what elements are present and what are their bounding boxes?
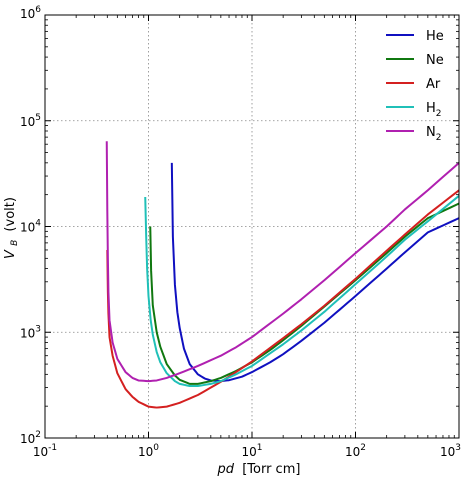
legend-label-n2: N2 — [426, 125, 441, 143]
y-tick-label: 104 — [20, 219, 41, 235]
y-axis-label: V B (volt) — [3, 197, 21, 259]
x-tick-label: 101 — [241, 443, 262, 459]
x-tick-label: 10-1 — [33, 443, 57, 459]
series-line-h2 — [144, 195, 460, 388]
x-tick-label-exponent: 0 — [153, 443, 159, 453]
y-tick-label-exponent: 5 — [35, 113, 41, 123]
y-tick-label: 103 — [20, 324, 41, 340]
y-tick-label: 102 — [20, 430, 41, 446]
legend-label-name: N — [426, 125, 436, 140]
legend-label-name: Ne — [426, 53, 444, 68]
y-tick-label: 105 — [20, 113, 41, 129]
y-tick-label-base: 10 — [20, 326, 35, 340]
x-tick-label-exponent: 1 — [257, 443, 263, 453]
y-tick-label-exponent: 2 — [35, 430, 41, 440]
x-axis-label: pd [Torr cm] — [217, 462, 301, 477]
legend-label-ar: Ar — [426, 77, 441, 92]
legend-label-subscript: 2 — [436, 109, 442, 119]
legend-label-name: He — [426, 29, 444, 44]
x-tick-label-exponent: 2 — [360, 443, 366, 453]
y-tick-label: 106 — [20, 5, 41, 21]
legend-label-name: H — [426, 101, 436, 116]
x-tick-label-base: 10 — [138, 445, 153, 459]
legend-label-ne: Ne — [426, 53, 444, 68]
y-tick-label-base: 10 — [20, 7, 35, 21]
x-axis-label-unit: [Torr cm] — [242, 462, 300, 477]
series-lines — [105, 141, 460, 409]
series-line-ne — [149, 202, 460, 385]
legend-label-he: He — [426, 29, 444, 44]
y-tick-label-base: 10 — [20, 115, 35, 129]
x-tick-label-base: 10 — [440, 445, 455, 459]
x-tick-label-base: 10 — [241, 445, 256, 459]
x-axis-label-var: pd — [217, 462, 235, 477]
y-tick-label-exponent: 3 — [35, 324, 41, 334]
legend-label-subscript: 2 — [436, 133, 442, 143]
x-tick-label-exponent: -1 — [48, 443, 57, 453]
grid — [45, 15, 459, 438]
x-tick-label: 102 — [345, 443, 366, 459]
legend-label-h2: H2 — [426, 101, 442, 119]
x-tick-label-base: 10 — [33, 445, 48, 459]
y-axis-label-var: V — [3, 249, 18, 259]
x-tick-label-base: 10 — [345, 445, 360, 459]
x-tick-label-exponent: 3 — [455, 443, 461, 453]
y-axis-label-sub: B — [10, 240, 20, 246]
x-tick-label: 103 — [440, 443, 461, 459]
y-tick-label-exponent: 4 — [35, 219, 41, 229]
series-line-he — [170, 162, 460, 383]
x-tick-label: 100 — [138, 443, 159, 459]
series-line-n2 — [105, 141, 460, 383]
y-tick-label-base: 10 — [20, 432, 35, 446]
series-line-ar — [106, 189, 460, 409]
legend-label-name: Ar — [426, 77, 441, 92]
y-tick-label-base: 10 — [20, 221, 35, 235]
y-tick-label-exponent: 6 — [35, 5, 41, 15]
y-axis-label-unit: (volt) — [3, 197, 18, 232]
